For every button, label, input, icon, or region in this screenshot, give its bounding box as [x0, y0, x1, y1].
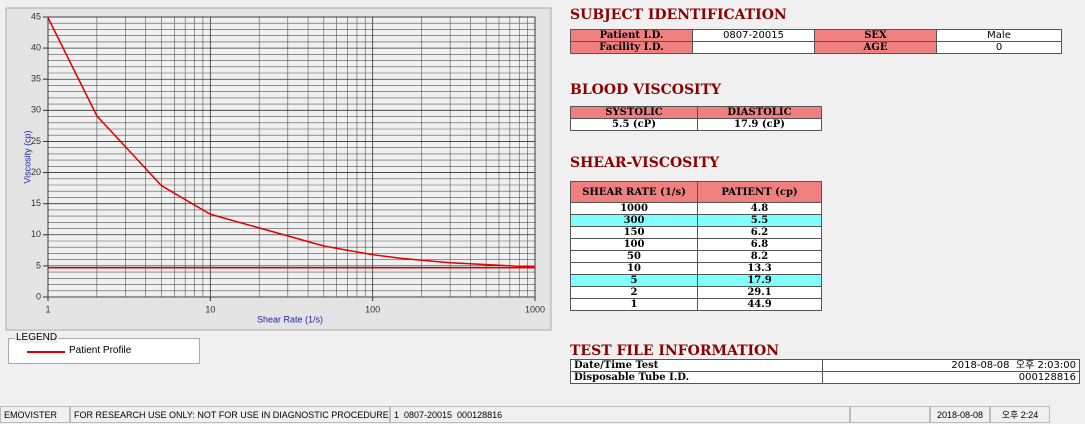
y-tick-label: 45	[31, 11, 41, 21]
table-row: 300 5.5	[570, 214, 822, 227]
cell: 150	[570, 226, 698, 239]
y-tick-label: 5	[36, 260, 41, 270]
cell: 5.5	[697, 214, 822, 227]
status-cell: 1 0807-20015 000128816	[390, 406, 850, 423]
table-row: 2 29.1	[570, 286, 822, 299]
x-axis-label: Shear Rate (1/s)	[257, 314, 323, 324]
cell: 2	[570, 286, 698, 299]
cell: SEX	[814, 29, 937, 42]
cell: 50	[570, 250, 698, 263]
cell: 300	[570, 214, 698, 227]
cell: DIASTOLIC	[697, 106, 822, 119]
cell: Disposable Tube I.D.	[570, 371, 823, 384]
cell	[692, 41, 815, 54]
table-row: 1 44.9	[570, 298, 822, 311]
status-cell: 오후 2:24	[990, 406, 1050, 423]
cell: Patient I.D.	[570, 29, 693, 42]
data-line	[47, 17, 536, 268]
table-row: 1000 4.8	[570, 202, 822, 215]
section-title: SHEAR-VISCOSITY	[570, 155, 720, 171]
cell: 5	[570, 274, 698, 287]
table-row: 5 17.9	[570, 274, 822, 287]
cell: 0	[936, 41, 1062, 54]
cell: 100	[570, 238, 698, 251]
section-title: SUBJECT IDENTIFICATION	[570, 7, 787, 23]
y-tick-label: 15	[31, 198, 41, 208]
x-tick-label: 1000	[525, 304, 545, 314]
y-tick-label: 20	[31, 167, 41, 177]
table-row: 150 6.2	[570, 226, 822, 239]
cell: 000128816	[822, 371, 1080, 384]
cell: 8.2	[697, 250, 822, 263]
cell: 44.9	[697, 298, 822, 311]
test-table: Date/Time Test 2018-08-08 오후 2:03:00 Disp…	[570, 359, 1080, 384]
cell: 6.8	[697, 238, 822, 251]
status-cell: 2018-08-08	[930, 406, 990, 423]
cell: Facility I.D.	[570, 41, 693, 54]
cell: 13.3	[697, 262, 822, 275]
cell: 2018-08-08 오후 2:03:00	[822, 359, 1080, 372]
plot-area	[47, 16, 536, 298]
cell: Male	[936, 29, 1062, 42]
subject-table: Patient I.D. 0807-20015 SEX Male Facility I…	[570, 29, 1062, 54]
cell: 4.8	[697, 202, 822, 215]
x-tick-label: 100	[365, 304, 380, 314]
legend-label: Patient Profile	[69, 345, 132, 356]
cell: 6.2	[697, 226, 822, 239]
cell: 17.9 (cP)	[697, 118, 822, 131]
cell: 5.5 (cP)	[570, 118, 698, 131]
y-tick-label: 0	[36, 291, 41, 301]
section-title: BLOOD VISCOSITY	[570, 82, 722, 98]
chart: Shear Rate (1/s) Viscosity (cp) 0 5 10 15 20…	[5, 7, 552, 331]
cell: 29.1	[697, 286, 822, 299]
status-bar: EMOVISTER FOR RESEARCH USE ONLY: NOT FOR …	[0, 406, 1085, 424]
table-row: 100 6.8	[570, 238, 822, 251]
x-tick-label: 10	[205, 304, 215, 314]
cell: 10	[570, 262, 698, 275]
legend-swatch	[27, 351, 65, 353]
legend: LEGEND Patient Profile	[8, 332, 200, 364]
shear-table: SHEAR RATE (1/s) PATIENT (cp) 1000 4.8 300 5…	[570, 181, 822, 311]
cell: SYSTOLIC	[570, 106, 698, 119]
y-tick-label: 25	[31, 136, 41, 146]
legend-title: LEGEND	[15, 332, 59, 343]
y-tick-label: 30	[31, 105, 41, 115]
status-cell	[850, 406, 930, 423]
table-row: 50 8.2	[570, 250, 822, 263]
cell: 0807-20015	[692, 29, 815, 42]
cell: 1	[570, 298, 698, 311]
cell: 17.9	[697, 274, 822, 287]
table-row: 10 13.3	[570, 262, 822, 275]
y-tick-label: 35	[31, 74, 41, 84]
cell: SHEAR RATE (1/s)	[570, 181, 698, 203]
cell: Date/Time Test	[570, 359, 823, 372]
y-tick-label: 40	[31, 42, 41, 52]
status-cell: FOR RESEARCH USE ONLY: NOT FOR USE IN DI…	[70, 406, 390, 423]
status-cell: EMOVISTER	[0, 406, 70, 423]
cell: 1000	[570, 202, 698, 215]
section-title: TEST FILE INFORMATION	[570, 343, 780, 359]
cell: PATIENT (cp)	[697, 181, 822, 203]
blood-table: SYSTOLIC DIASTOLIC 5.5 (cP) 17.9 (cP)	[570, 106, 822, 131]
cell: AGE	[814, 41, 937, 54]
y-axis-label: Viscosity (cp)	[22, 130, 32, 183]
y-tick-label: 10	[31, 229, 41, 239]
x-tick-label: 1	[45, 304, 50, 314]
